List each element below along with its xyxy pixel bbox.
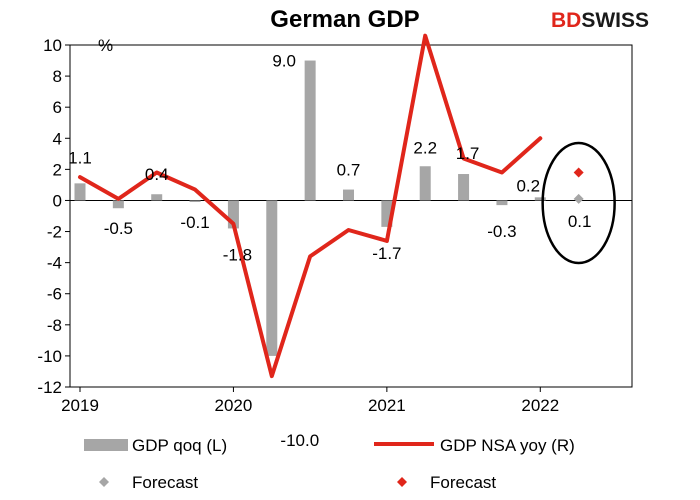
forecast-marker-grey	[573, 193, 584, 204]
bar-data-label: 0.2	[516, 176, 540, 195]
legend-item: GDP NSA yoy (R)	[374, 436, 575, 455]
bar	[189, 200, 201, 203]
y-tick-label: 6	[53, 98, 62, 117]
x-tick-label: 2019	[61, 396, 99, 415]
y-tick-label: -8	[47, 316, 62, 335]
bar	[112, 200, 124, 209]
bar	[419, 166, 431, 201]
brand-logo: BDSWISS	[551, 9, 649, 32]
svg-text:BDSWISS: BDSWISS	[551, 9, 649, 32]
forecast-data-label: 0.1	[568, 212, 592, 231]
x-tick-label: 2021	[368, 396, 406, 415]
legend-diamond-swatch	[99, 477, 109, 487]
brand-logo-part2: SWISS	[581, 9, 649, 32]
chart-legend: GDP qoq (L) GDP NSA yoy (R) Forecast Foreca…	[84, 436, 575, 492]
bar-data-label: -0.1	[180, 213, 209, 232]
bar	[74, 183, 86, 201]
bar	[151, 194, 163, 201]
bar-data-label: 1.7	[456, 144, 480, 163]
bar	[304, 60, 316, 201]
legend-label: GDP qoq (L)	[132, 436, 227, 455]
y-tick-label: -10	[37, 347, 62, 366]
legend-label: GDP NSA yoy (R)	[440, 436, 575, 455]
y-tick-label: -4	[47, 254, 62, 273]
legend-label: Forecast	[430, 473, 496, 492]
y-tick-label: 0	[53, 191, 62, 210]
legend-bar-swatch	[84, 439, 128, 451]
bar-data-label: -0.3	[487, 222, 516, 241]
y-tick-label: -12	[37, 378, 62, 397]
line-series	[78, 33, 543, 379]
forecast-highlight-ellipse	[541, 141, 616, 265]
legend-diamond-swatch	[397, 477, 407, 487]
bar	[534, 197, 546, 201]
bar-data-label: 9.0	[272, 52, 296, 71]
y-tick-label: -2	[47, 223, 62, 242]
bar	[266, 200, 278, 356]
bar	[381, 200, 393, 227]
brand-logo-part1: BD	[551, 9, 581, 32]
bar-data-label: -10.0	[280, 431, 319, 450]
bar-data-label: 1.1	[68, 148, 92, 167]
bar	[343, 189, 354, 201]
y-tick-label: 8	[53, 67, 62, 86]
bar-data-label: -0.5	[104, 219, 133, 238]
y-tick-label: -6	[47, 285, 62, 304]
y-tick-label: 2	[53, 160, 62, 179]
bar-data-label: 0.7	[337, 161, 361, 180]
forecast-marker-red	[573, 167, 584, 178]
legend-item: Forecast	[397, 473, 496, 492]
chart-title: German GDP	[270, 6, 419, 33]
bar	[496, 200, 508, 206]
bar-data-label: -1.7	[372, 244, 401, 263]
bar-data-label: 2.2	[413, 138, 437, 157]
bar-data-label: 0.4	[145, 165, 169, 184]
y-tick-label: 4	[53, 129, 62, 148]
x-tick-label: 2022	[521, 396, 559, 415]
x-tick-label: 2020	[215, 396, 253, 415]
bar-data-label: -1.8	[223, 245, 252, 264]
bar	[227, 200, 239, 229]
legend-label: Forecast	[132, 473, 198, 492]
plot-frame	[69, 44, 633, 388]
y-tick-label: 10	[43, 36, 62, 55]
legend-item: Forecast	[99, 473, 198, 492]
bar	[458, 174, 470, 201]
legend-item: GDP qoq (L)	[84, 436, 227, 455]
